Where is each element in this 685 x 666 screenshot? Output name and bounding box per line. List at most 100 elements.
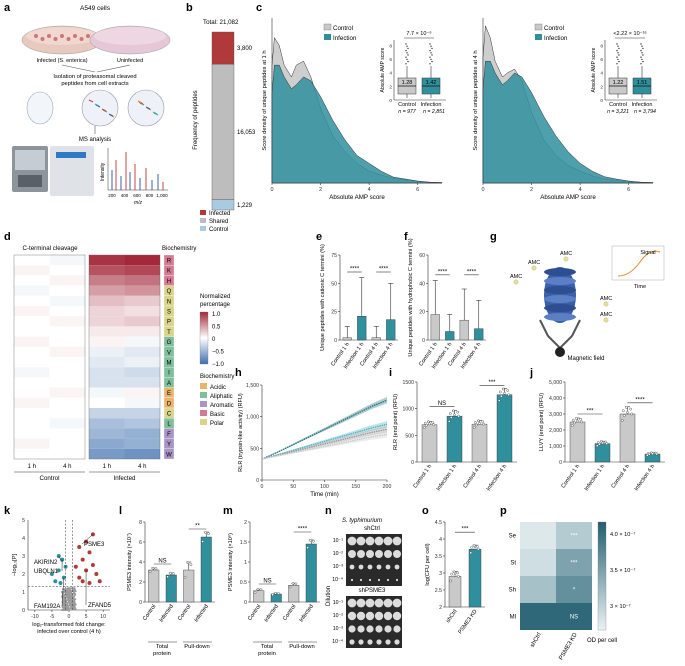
- k-point-ns: [74, 598, 77, 601]
- k-gene-label: PSME3: [84, 542, 105, 548]
- l-y-tick-label: 6: [139, 540, 142, 546]
- bacteria-dot: [34, 34, 38, 38]
- d-heat-cell: [14, 387, 50, 398]
- c4h-inset-outlier: [642, 47, 644, 50]
- i-data-point: [456, 410, 459, 414]
- bacteria-dot: [40, 37, 45, 41]
- d-heat-cell: [14, 275, 50, 286]
- n-colony-spot: [374, 611, 384, 621]
- m-data-point: [277, 592, 280, 595]
- n-colony-spot: [357, 550, 365, 558]
- a-isolation-line2: peptides from cell extracts: [61, 81, 128, 87]
- c1h-inset-tick: 6: [389, 57, 392, 63]
- c1h-inset-xlabel: Control: [398, 102, 416, 108]
- k-x-tick-label: 5: [85, 614, 88, 620]
- d-heat-cell: [89, 387, 125, 398]
- k-point-ns: [67, 604, 71, 607]
- n-colony-spot: [376, 564, 382, 570]
- k-point-ns: [73, 605, 76, 608]
- c1h-ylabel: Score density of unique peptides at 1 h: [262, 50, 268, 150]
- k-point-up: [80, 579, 85, 584]
- j-data-point: [622, 409, 625, 413]
- d-residue-label: F: [167, 432, 171, 438]
- k-point-ns: [69, 604, 72, 607]
- f-y-tick-label: 60: [419, 253, 425, 259]
- n-colony-spot: [374, 536, 384, 546]
- b-bar-segment-shared: [211, 63, 235, 200]
- k-point-down: [49, 572, 54, 576]
- l-group-total: Total: [156, 644, 168, 650]
- j-data-point: [625, 406, 628, 409]
- d-heat-cell: [124, 418, 160, 429]
- proteasome-ring: [544, 304, 576, 312]
- g-time-label: Time: [634, 284, 646, 290]
- i-data-point: [453, 413, 456, 417]
- k-point-ns: [67, 599, 70, 602]
- k-point-ns: [61, 588, 64, 591]
- p-colorbar-label: OD per cell: [587, 638, 617, 644]
- j-sig-label: ****: [635, 397, 645, 403]
- e-bar: [371, 337, 381, 341]
- k-gene-leader: [81, 534, 94, 545]
- c1h-density-infection: [271, 64, 443, 184]
- k-gene-label: UBQLN1: [34, 569, 59, 575]
- l-group-pulldown: Pull-down: [184, 644, 209, 650]
- panel-label-o: o: [422, 505, 429, 517]
- j-data-point: [576, 419, 579, 423]
- d-heat-cell: [49, 428, 85, 439]
- k-y-tick-label: 0: [22, 608, 25, 614]
- m-data-point: [309, 539, 312, 542]
- bacteria-dot: [66, 37, 71, 41]
- bacteria-dot: [86, 34, 90, 38]
- c1h-legend-control-swatch: [323, 23, 332, 31]
- o-data-point: [470, 546, 473, 549]
- n-colony-spot: [385, 639, 391, 645]
- k-point-down: [56, 568, 61, 573]
- b-segment-value: 3,800: [237, 46, 253, 52]
- h-series-band: [262, 431, 387, 460]
- c4h-legend-infection-swatch: [535, 34, 542, 40]
- d-heat-cell: [49, 377, 85, 388]
- d-residue-swatch: [163, 448, 175, 460]
- c1h-inset-outlier: [406, 58, 408, 61]
- c1h-inset-outlier: [430, 45, 432, 47]
- n-dilution-tick: 10⁻²: [333, 613, 344, 619]
- b-bar-segment-control: [211, 199, 235, 211]
- i-x-label: Infection 4 h: [486, 464, 508, 492]
- m-y-tick-label: 0.5: [240, 580, 247, 586]
- k-point-up: [87, 550, 92, 555]
- panel-label-g: g: [490, 231, 497, 243]
- i-data-point: [450, 416, 453, 419]
- mz-tick: 600: [133, 193, 141, 198]
- k-point-ns: [68, 601, 71, 604]
- k-x-tick-label: -10: [31, 614, 39, 620]
- c1h-inset-outlier: [406, 52, 408, 54]
- i-data-point: [473, 421, 477, 424]
- c1h-inset-outlier: [405, 56, 407, 58]
- peptide-fragment: [88, 99, 94, 103]
- o-data-point: [449, 579, 453, 583]
- m-data-point: [291, 582, 295, 585]
- d-heat-cell: [124, 275, 160, 286]
- j-y-tick-label: 5,000: [549, 380, 562, 386]
- m-x-label: Infected: [264, 604, 280, 624]
- d-heat-cell: [89, 326, 125, 337]
- c4h-inset-outlier: [642, 60, 644, 63]
- o-x-label: PSME3 KD: [457, 609, 478, 636]
- e-y-tick-label: 50: [331, 281, 337, 287]
- b-total-label: Total: 21,082: [203, 19, 239, 26]
- c4h-inset-outlier: [641, 52, 643, 54]
- d-heat-cell: [49, 306, 85, 317]
- l-data-point: [148, 570, 152, 574]
- peptide-fragment: [108, 113, 114, 117]
- d-heat-cell: [89, 295, 125, 306]
- c1h-inset-xlabel: Infection: [421, 102, 442, 108]
- l-x-label: Infected: [194, 604, 210, 624]
- d-heat-cell: [89, 306, 125, 317]
- k-y-tick-label: 4: [22, 536, 25, 542]
- proteasome-circle-2: [127, 89, 165, 127]
- d-heat-cell: [124, 346, 160, 357]
- extract-tube: [26, 91, 54, 125]
- c4h-x-tick-label: 0: [481, 187, 484, 193]
- d-heat-cell: [49, 397, 85, 408]
